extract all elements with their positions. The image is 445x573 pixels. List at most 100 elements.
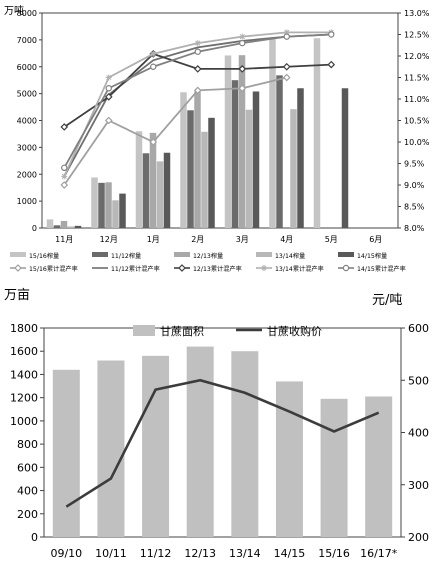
bar [341, 88, 349, 228]
y-right-tick-label: 12.5% [404, 31, 430, 40]
series-point [104, 93, 113, 101]
y-left-tick-label: 800 [17, 438, 38, 451]
bar [252, 91, 260, 228]
bar [313, 38, 321, 229]
legend-marker [261, 265, 267, 271]
bar [163, 152, 171, 228]
y-right-tick-label: 10.5% [404, 117, 430, 126]
series-line [65, 378, 380, 508]
legend-label: 甘蔗面积 [160, 325, 204, 338]
crushing-volume-chart: 万吨 0 1000 2000 3000 4000 5000 6000 7000 8000 8.0% 8… [4, 4, 430, 273]
y-left-tick-label: 1600 [10, 345, 38, 358]
x-tick-label: 5月 [325, 235, 338, 244]
series-point [60, 123, 69, 131]
series-point [194, 40, 201, 47]
y-left-tick-label: 7000 [17, 36, 37, 45]
x-tick-label: 10/11 [95, 547, 127, 560]
bar [97, 360, 125, 537]
series-point [282, 73, 291, 82]
y-left-tick-label: 600 [17, 461, 38, 474]
x-tick-label: 2月 [191, 235, 204, 244]
bar [119, 193, 126, 228]
y-left-tick-label: 5000 [17, 90, 37, 99]
x-tick-label: 1月 [147, 235, 160, 244]
legend-label: 14/15累计混产率 [357, 265, 406, 273]
y-right-tick-label: 9.0% [404, 181, 425, 190]
series-point [60, 181, 69, 189]
series-point [150, 50, 157, 57]
x-tick-label: 3月 [236, 235, 249, 244]
bar [231, 351, 259, 537]
y-left-tick-label: 1000 [10, 415, 38, 428]
series-point [238, 65, 247, 73]
y-right-tick-label: 400 [408, 427, 429, 440]
y-right-tick-label: 600 [408, 322, 429, 335]
series-point [283, 33, 290, 40]
bar [112, 200, 119, 228]
bar [149, 132, 157, 228]
bar [135, 131, 143, 228]
series-point [193, 86, 202, 95]
bar [46, 219, 54, 228]
series-point [150, 63, 157, 70]
bar [245, 109, 253, 228]
series-point [105, 85, 112, 92]
series-point [328, 31, 335, 38]
bar [180, 92, 187, 228]
bar [320, 398, 348, 537]
bar [194, 91, 201, 228]
x-tick-label: 12月 [100, 235, 118, 244]
y-right-tick-label: 8.0% [404, 224, 425, 233]
legend-swatch [133, 325, 155, 336]
legend-label: 13/14榨量 [275, 252, 305, 260]
y-right-tick-label: 10.0% [404, 138, 430, 147]
legend-marker [178, 264, 186, 272]
legend-marker [14, 264, 22, 272]
cane-area-price-chart: 万亩 元/吨 0 200 400 600 800 1000 1200 1400 1600 1800 20… [4, 287, 429, 560]
bar [156, 161, 164, 228]
series-point [105, 74, 112, 81]
legend-label: 14/15榨量 [357, 252, 387, 260]
bar [186, 346, 214, 537]
bar [231, 80, 239, 228]
y-left-tick-label: 6000 [17, 63, 37, 72]
bar [52, 369, 80, 537]
y-right-tick-label: 11.5% [404, 74, 430, 83]
x-tick-label: 11/12 [140, 547, 172, 560]
bar [297, 88, 304, 228]
series-point [104, 116, 113, 125]
legend-swatch [10, 252, 26, 257]
legend-swatch [92, 252, 108, 257]
x-tick-label: 15/16 [318, 547, 350, 560]
bar [275, 381, 303, 537]
bar [290, 109, 297, 228]
bar [142, 153, 150, 228]
bar [98, 182, 105, 228]
bar [105, 182, 112, 228]
legend-marker [342, 264, 350, 272]
series-point [193, 65, 202, 73]
bar [74, 225, 82, 228]
bar [60, 221, 68, 228]
x-tick-label: 12/13 [184, 547, 216, 560]
y-right-tick-label: 9.5% [404, 160, 425, 169]
legend-swatch [338, 252, 354, 257]
series-point [194, 48, 201, 55]
bar [201, 131, 208, 228]
bar [187, 110, 194, 228]
y-left-tick-label: 8000 [17, 9, 37, 18]
series-point [238, 84, 247, 93]
y-left-tick-label: 400 [17, 485, 38, 498]
y-left-tick-label: 200 [17, 508, 38, 521]
y-left-tick-label: 3000 [17, 143, 37, 152]
bar [91, 177, 98, 228]
bar [238, 55, 246, 228]
series-point [149, 138, 158, 146]
y-left-tick-label: 1800 [10, 322, 38, 335]
bar [365, 396, 393, 537]
bar [276, 75, 283, 228]
x-tick-label: 6月 [369, 235, 382, 244]
bar [53, 225, 61, 228]
series-point [239, 33, 246, 40]
